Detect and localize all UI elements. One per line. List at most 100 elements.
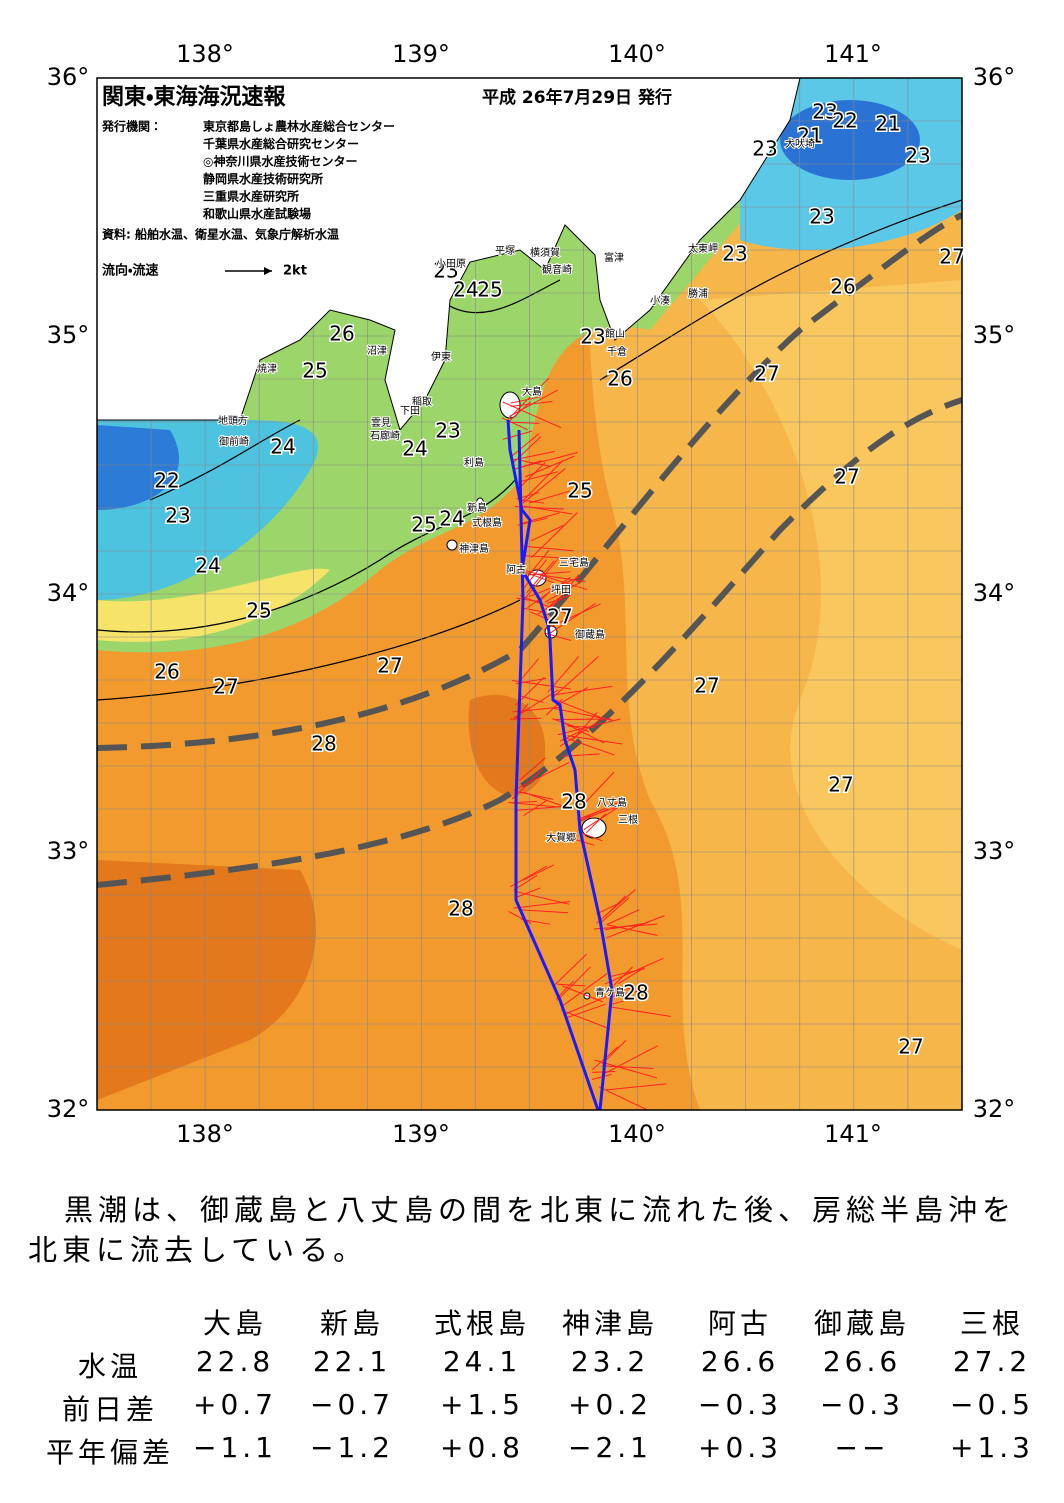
- current-vector: [520, 559, 547, 592]
- current-vector: [520, 658, 539, 681]
- place-name: 雲見: [371, 417, 391, 429]
- current-vector: [512, 436, 542, 464]
- current-vector: [611, 997, 635, 1006]
- current-vector: [506, 421, 540, 424]
- lon-label: 140°: [608, 40, 666, 68]
- place-name: 坪田: [551, 583, 571, 596]
- place-name: 石廊崎: [370, 429, 400, 442]
- current-vector: [559, 716, 605, 747]
- lat-label: 35°: [973, 321, 1016, 349]
- current-vector: [609, 1006, 671, 1017]
- isotherm-label: 23: [580, 325, 605, 349]
- isotherm-label: 26: [830, 275, 855, 299]
- lat-label: 36°: [973, 63, 1016, 91]
- current-vector: [561, 973, 608, 1007]
- current-vector: [525, 455, 575, 478]
- publisher: 三重県水産研究所: [203, 189, 299, 204]
- kuroshio-axis: [97, 212, 962, 888]
- current-vector: [576, 771, 615, 812]
- current-vector: [501, 417, 528, 431]
- table-cell: 26.6: [822, 1345, 902, 1378]
- summary: 黒潮は、御蔵島と八丈島の間を北東に流れた後、房総半島沖を北東に流去している。: [28, 1193, 1017, 1267]
- place-name: 焼津: [257, 363, 277, 375]
- lat-label: 34°: [973, 579, 1016, 607]
- current-vector: [565, 1003, 606, 1019]
- current-vector: [522, 864, 555, 881]
- lat-label: 32°: [973, 1095, 1016, 1123]
- current-vector: [567, 735, 623, 745]
- current-vector: [527, 576, 571, 609]
- lon-label: 139°: [392, 40, 450, 68]
- table-cell: +0.3: [698, 1431, 782, 1464]
- current-vector: [567, 725, 596, 728]
- current-vector: [530, 524, 564, 542]
- isotherm-label: 21: [875, 112, 900, 136]
- lat-label: 36°: [47, 63, 90, 91]
- row-label: 前日差: [61, 1393, 159, 1426]
- isotherm-label: 21: [797, 124, 822, 148]
- place-name: 新島: [467, 501, 487, 514]
- ship-track: [514, 429, 600, 1110]
- table-cell: 27.2: [952, 1345, 1032, 1378]
- isotherm-label: 23: [905, 144, 930, 168]
- current-vector: [521, 909, 569, 914]
- current-vector: [607, 909, 640, 925]
- table-cell: +0.8: [440, 1431, 524, 1464]
- place-name: 勝浦: [688, 287, 708, 300]
- current-vector: [502, 430, 533, 440]
- place-name: 八丈島: [597, 796, 627, 809]
- isotherm-label: 24: [195, 554, 220, 578]
- current-vector: [561, 985, 604, 1003]
- place-name: 阿古: [506, 563, 526, 576]
- current-vector: [529, 571, 571, 576]
- isotherm-label: 27: [898, 1035, 923, 1059]
- isotherm-label: 22: [154, 469, 179, 493]
- current-vector: [561, 753, 600, 757]
- current-vector: [508, 911, 532, 924]
- current-vector: [519, 594, 568, 615]
- current-vector: [515, 887, 541, 899]
- place-name: 太東岬: [688, 242, 718, 255]
- sea-temperature-field: [97, 78, 962, 1110]
- current-vector: [559, 731, 580, 742]
- current-vector: [606, 915, 665, 939]
- land: [97, 78, 801, 432]
- isotherm-label: 24: [270, 435, 295, 459]
- isotherm-label: 26: [607, 367, 632, 391]
- isotherm-label: 26: [329, 322, 354, 346]
- current-vector: [553, 656, 599, 698]
- isotherm-label: 25: [411, 513, 436, 537]
- table-cell: −0.3: [698, 1388, 782, 1421]
- place-name: 沼津: [367, 344, 387, 357]
- isotherm-label: 27: [754, 362, 779, 386]
- current-vector: [517, 517, 548, 526]
- isotherm-label: 27: [547, 605, 572, 629]
- publisher: 静岡県水産技術研究所: [203, 171, 323, 186]
- row-label: 平年偏差: [45, 1436, 175, 1469]
- place-name: 大島: [522, 385, 542, 398]
- isotherm-label: 28: [448, 897, 473, 921]
- table-cell: 22.8: [195, 1345, 275, 1378]
- table-cell: −0.3: [820, 1388, 904, 1421]
- publisher: 千葉県水産総合研究センター: [203, 136, 359, 151]
- current-vector: [552, 953, 587, 987]
- current-vector: [520, 695, 544, 703]
- current-vector: [521, 559, 558, 603]
- isotherm-label: 24: [453, 278, 478, 302]
- current-vector: [521, 607, 546, 613]
- place-name: 伊東: [431, 350, 451, 363]
- current-vector: [611, 968, 645, 977]
- current-vector: [514, 703, 529, 721]
- current-vector: [526, 570, 588, 591]
- lat-label: 33°: [973, 837, 1016, 865]
- isotherm-label: 23: [809, 205, 834, 229]
- isotherm-label: 25: [246, 599, 271, 623]
- place-name: 地頭方: [218, 414, 248, 427]
- current-vector: [518, 791, 554, 800]
- current-vector: [578, 811, 599, 820]
- current-vector: [561, 1009, 611, 1030]
- current-vector: [518, 757, 546, 781]
- publisher-label: 発行機関：: [101, 119, 162, 134]
- current-vector: [516, 805, 571, 811]
- map: 関東・東海海況速報 平成 26年7月29日 発行 発行機関： 資料: 船舶水温、…: [47, 40, 1016, 1148]
